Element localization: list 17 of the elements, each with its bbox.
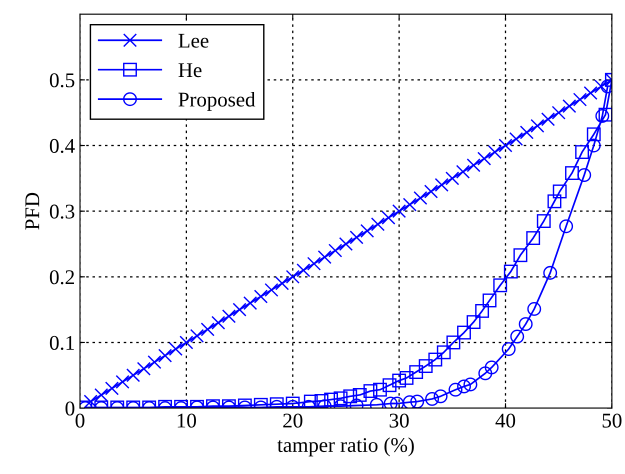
x-tick-label: 0: [76, 414, 84, 428]
y-tick-label: 0.1: [50, 336, 74, 350]
y-tick-label: 0.4: [50, 138, 75, 154]
y-tick-label: 0.2: [50, 270, 74, 284]
x-tick-label: 10: [178, 414, 196, 428]
y-axis-title: PFD: [25, 192, 40, 230]
legend-label: He: [178, 63, 202, 78]
x-tick-label: 40: [495, 414, 516, 428]
legend-label: Lee: [178, 34, 208, 48]
y-tick-label: 0.3: [50, 204, 74, 219]
y-tick-label: 0: [66, 401, 74, 416]
legend-label: Proposed: [178, 92, 256, 111]
x-tick-label: 50: [602, 414, 622, 428]
y-tick-label: 0.5: [50, 73, 74, 88]
x-tick-label: 20: [283, 414, 302, 428]
x-tick-label: 30: [390, 414, 409, 428]
x-axis-title: tamper ratio (%): [277, 437, 414, 456]
